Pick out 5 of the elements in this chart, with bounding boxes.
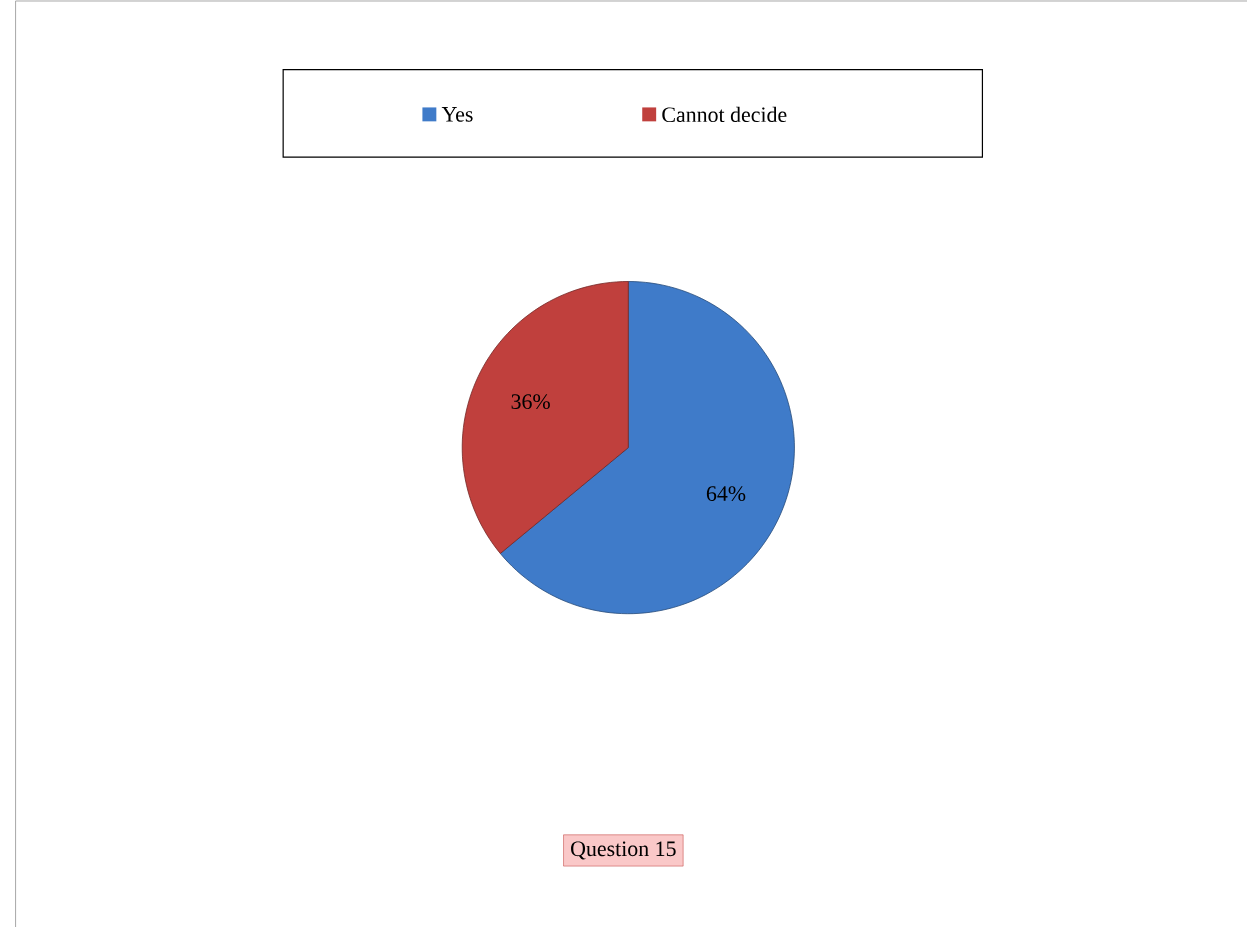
data-label: 64% (706, 486, 746, 501)
data-label: 36% (511, 394, 550, 410)
legend-label: Yes (441, 107, 473, 122)
legend-label: Cannot decide (662, 106, 787, 123)
text: Question 15 (571, 841, 676, 860)
